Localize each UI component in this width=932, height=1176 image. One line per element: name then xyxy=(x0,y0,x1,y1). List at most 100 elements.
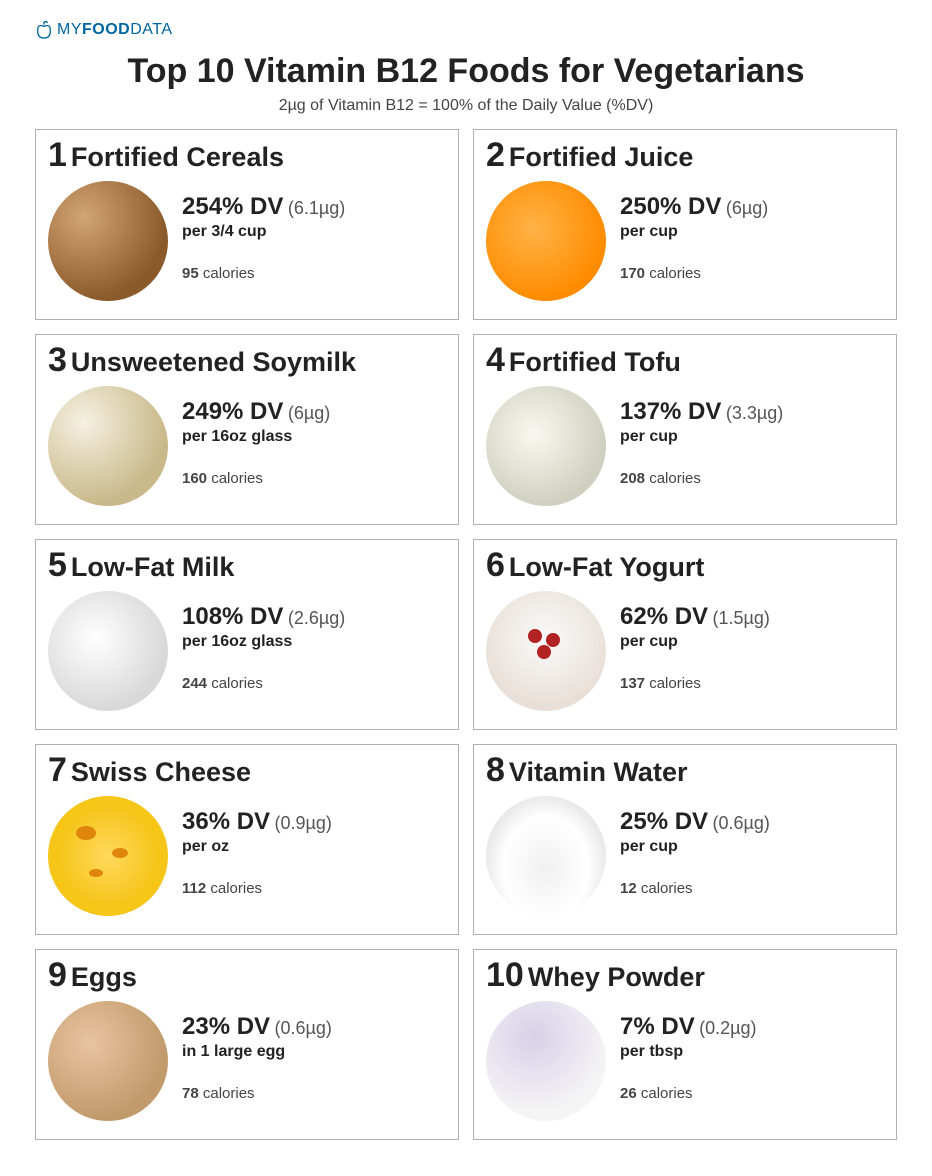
food-name: Swiss Cheese xyxy=(71,757,251,788)
card-header: 7 Swiss Cheese xyxy=(48,753,446,788)
dv-line: 25% DV (0.6µg) xyxy=(620,808,770,836)
food-image xyxy=(48,386,168,506)
dv-amount: (0.2µg) xyxy=(699,1018,756,1038)
dv-percent: 137% DV xyxy=(620,398,721,425)
food-rank: 1 xyxy=(48,138,67,172)
calories: 95 calories xyxy=(182,265,345,282)
dv-percent: 254% DV xyxy=(182,193,283,220)
brand-data: DATA xyxy=(130,21,172,38)
dv-amount: (3.3µg) xyxy=(726,403,783,423)
brand-logo: MYFOODDATA xyxy=(35,20,897,40)
food-card: 8 Vitamin Water 25% DV (0.6µg) per cup 1… xyxy=(473,744,897,935)
card-body: 108% DV (2.6µg) per 16oz glass 244 calor… xyxy=(48,591,446,711)
dv-line: 108% DV (2.6µg) xyxy=(182,603,345,631)
dv-amount: (0.6µg) xyxy=(713,813,770,833)
food-image xyxy=(48,1001,168,1121)
card-header: 8 Vitamin Water xyxy=(486,753,884,788)
food-rank: 7 xyxy=(48,753,67,787)
card-header: 3 Unsweetened Soymilk xyxy=(48,343,446,378)
food-image xyxy=(48,796,168,916)
dv-line: 250% DV (6µg) xyxy=(620,193,768,221)
food-image xyxy=(48,591,168,711)
dv-amount: (2.6µg) xyxy=(288,608,345,628)
food-info: 36% DV (0.9µg) per oz 112 calories xyxy=(182,796,332,897)
calories-label: calories xyxy=(211,470,263,487)
calories: 12 calories xyxy=(620,880,770,897)
dv-line: 137% DV (3.3µg) xyxy=(620,398,783,426)
food-info: 23% DV (0.6µg) in 1 large egg 78 calorie… xyxy=(182,1001,332,1102)
dv-line: 254% DV (6.1µg) xyxy=(182,193,345,221)
calories-label: calories xyxy=(203,1085,255,1102)
serving-size: per cup xyxy=(620,838,770,856)
food-card: 3 Unsweetened Soymilk 249% DV (6µg) per … xyxy=(35,334,459,525)
card-header: 6 Low-Fat Yogurt xyxy=(486,548,884,583)
dv-amount: (6µg) xyxy=(726,198,768,218)
serving-size: per 16oz glass xyxy=(182,428,330,446)
calories-number: 112 xyxy=(182,880,206,897)
food-info: 108% DV (2.6µg) per 16oz glass 244 calor… xyxy=(182,591,345,692)
food-rank: 5 xyxy=(48,548,67,582)
dv-percent: 7% DV xyxy=(620,1013,695,1040)
card-body: 254% DV (6.1µg) per 3/4 cup 95 calories xyxy=(48,181,446,301)
brand-text: MYFOODDATA xyxy=(57,21,173,39)
serving-size: per cup xyxy=(620,633,770,651)
food-image xyxy=(486,386,606,506)
calories: 244 calories xyxy=(182,675,345,692)
dv-amount: (6.1µg) xyxy=(288,198,345,218)
dv-line: 23% DV (0.6µg) xyxy=(182,1013,332,1041)
food-name: Vitamin Water xyxy=(509,757,688,788)
card-body: 7% DV (0.2µg) per tbsp 26 calories xyxy=(486,1001,884,1121)
food-name: Fortified Cereals xyxy=(71,142,284,173)
dv-percent: 250% DV xyxy=(620,193,721,220)
dv-percent: 108% DV xyxy=(182,603,283,630)
calories-number: 95 xyxy=(182,265,199,282)
card-body: 62% DV (1.5µg) per cup 137 calories xyxy=(486,591,884,711)
card-header: 2 Fortified Juice xyxy=(486,138,884,173)
food-rank: 6 xyxy=(486,548,505,582)
card-header: 1 Fortified Cereals xyxy=(48,138,446,173)
food-card: 2 Fortified Juice 250% DV (6µg) per cup … xyxy=(473,129,897,320)
dv-percent: 23% DV xyxy=(182,1013,270,1040)
calories-number: 137 xyxy=(620,675,645,692)
food-name: Fortified Juice xyxy=(509,142,694,173)
food-card: 7 Swiss Cheese 36% DV (0.9µg) per oz 112… xyxy=(35,744,459,935)
brand-food: FOOD xyxy=(82,21,130,38)
food-rank: 8 xyxy=(486,753,505,787)
dv-amount: (6µg) xyxy=(288,403,330,423)
food-card: 5 Low-Fat Milk 108% DV (2.6µg) per 16oz … xyxy=(35,539,459,730)
food-name: Low-Fat Yogurt xyxy=(509,552,704,583)
calories: 78 calories xyxy=(182,1085,332,1102)
serving-size: per oz xyxy=(182,838,332,856)
food-info: 25% DV (0.6µg) per cup 12 calories xyxy=(620,796,770,897)
card-body: 25% DV (0.6µg) per cup 12 calories xyxy=(486,796,884,916)
card-body: 250% DV (6µg) per cup 170 calories xyxy=(486,181,884,301)
card-body: 36% DV (0.9µg) per oz 112 calories xyxy=(48,796,446,916)
calories-number: 78 xyxy=(182,1085,199,1102)
food-name: Low-Fat Milk xyxy=(71,552,235,583)
card-header: 10 Whey Powder xyxy=(486,958,884,993)
food-info: 137% DV (3.3µg) per cup 208 calories xyxy=(620,386,783,487)
calories-number: 26 xyxy=(620,1085,637,1102)
dv-percent: 36% DV xyxy=(182,808,270,835)
page-subtitle: 2µg of Vitamin B12 = 100% of the Daily V… xyxy=(35,97,897,115)
food-info: 249% DV (6µg) per 16oz glass 160 calorie… xyxy=(182,386,330,487)
calories-label: calories xyxy=(641,880,693,897)
dv-line: 62% DV (1.5µg) xyxy=(620,603,770,631)
calories-number: 244 xyxy=(182,675,207,692)
calories-label: calories xyxy=(649,675,701,692)
calories-number: 170 xyxy=(620,265,645,282)
foods-grid: 1 Fortified Cereals 254% DV (6.1µg) per … xyxy=(35,129,897,1140)
serving-size: per cup xyxy=(620,428,783,446)
calories: 137 calories xyxy=(620,675,770,692)
calories-label: calories xyxy=(210,880,262,897)
dv-line: 36% DV (0.9µg) xyxy=(182,808,332,836)
food-card: 4 Fortified Tofu 137% DV (3.3µg) per cup… xyxy=(473,334,897,525)
dv-line: 249% DV (6µg) xyxy=(182,398,330,426)
calories-label: calories xyxy=(649,470,701,487)
calories-label: calories xyxy=(203,265,255,282)
food-name: Fortified Tofu xyxy=(509,347,681,378)
food-info: 62% DV (1.5µg) per cup 137 calories xyxy=(620,591,770,692)
card-header: 5 Low-Fat Milk xyxy=(48,548,446,583)
brand-my: MY xyxy=(57,21,82,38)
calories: 26 calories xyxy=(620,1085,757,1102)
